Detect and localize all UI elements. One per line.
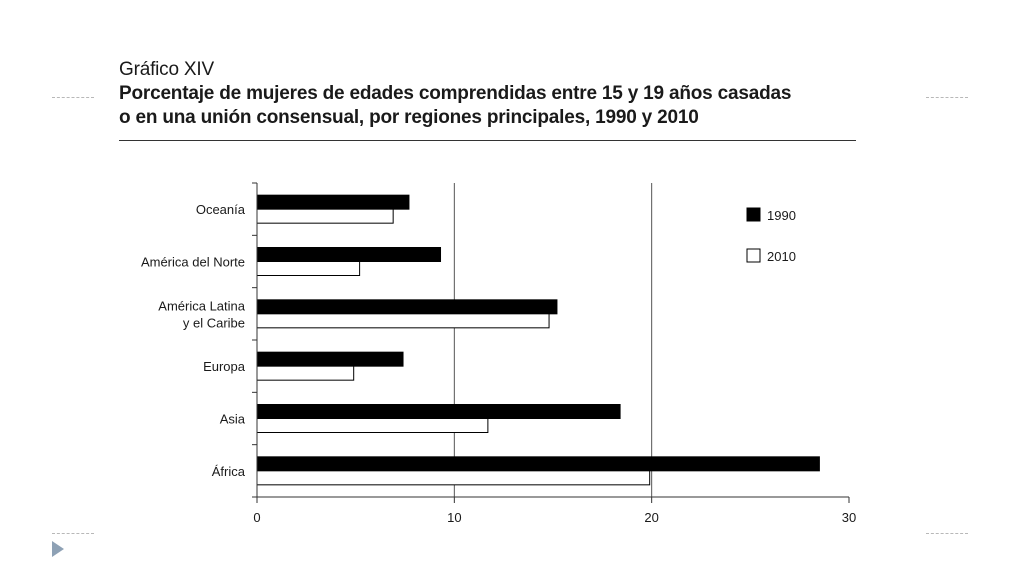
slide-arrow-icon <box>52 541 64 557</box>
chart-title-line-2: o en una unión consensual, por regiones … <box>119 107 699 128</box>
chart-title-line-1: Porcentaje de mujeres de edades comprend… <box>119 83 792 104</box>
x-tick-label: 0 <box>253 510 260 525</box>
bar-2010-2 <box>256 313 550 329</box>
legend-label-1990: 1990 <box>767 208 796 223</box>
category-label: y el Caribe <box>183 315 245 330</box>
category-label: Oceanía <box>196 202 246 217</box>
bar-1990-4 <box>256 404 621 419</box>
bar-2010-1 <box>256 261 361 276</box>
legend-label-2010: 2010 <box>767 249 796 264</box>
category-label: América del Norte <box>141 255 245 270</box>
slide-decor-line-bottom-right <box>926 533 968 534</box>
bar-1990-2 <box>256 299 558 315</box>
category-label: Europa <box>203 359 246 374</box>
category-label: África <box>212 464 246 479</box>
chart-heading: Gráfico XIV Porcentaje de mujeres de eda… <box>119 58 859 130</box>
slide-decor-line-top-left <box>52 97 94 98</box>
bar-1990-1 <box>256 247 442 262</box>
bar-2010-0 <box>256 208 394 224</box>
category-label: América Latina <box>158 298 245 313</box>
slide-decor-line-top-right <box>926 97 968 98</box>
bar-1990-3 <box>256 351 404 367</box>
slide-decor-line-bottom-left <box>52 533 94 534</box>
x-tick-label: 20 <box>644 510 658 525</box>
legend-swatch-1990 <box>746 207 761 222</box>
chart-label: Gráfico XIV <box>119 59 214 80</box>
legend-swatch-2010 <box>746 248 761 263</box>
bar-1990-5 <box>256 456 820 472</box>
x-tick-label: 10 <box>447 510 461 525</box>
bar-2010-4 <box>256 418 489 433</box>
bar-2010-5 <box>256 470 651 486</box>
bar-1990-0 <box>256 194 410 210</box>
category-label: Asia <box>220 412 246 427</box>
title-rule <box>119 140 856 141</box>
x-tick-label: 30 <box>842 510 856 525</box>
bar-2010-3 <box>256 365 355 381</box>
